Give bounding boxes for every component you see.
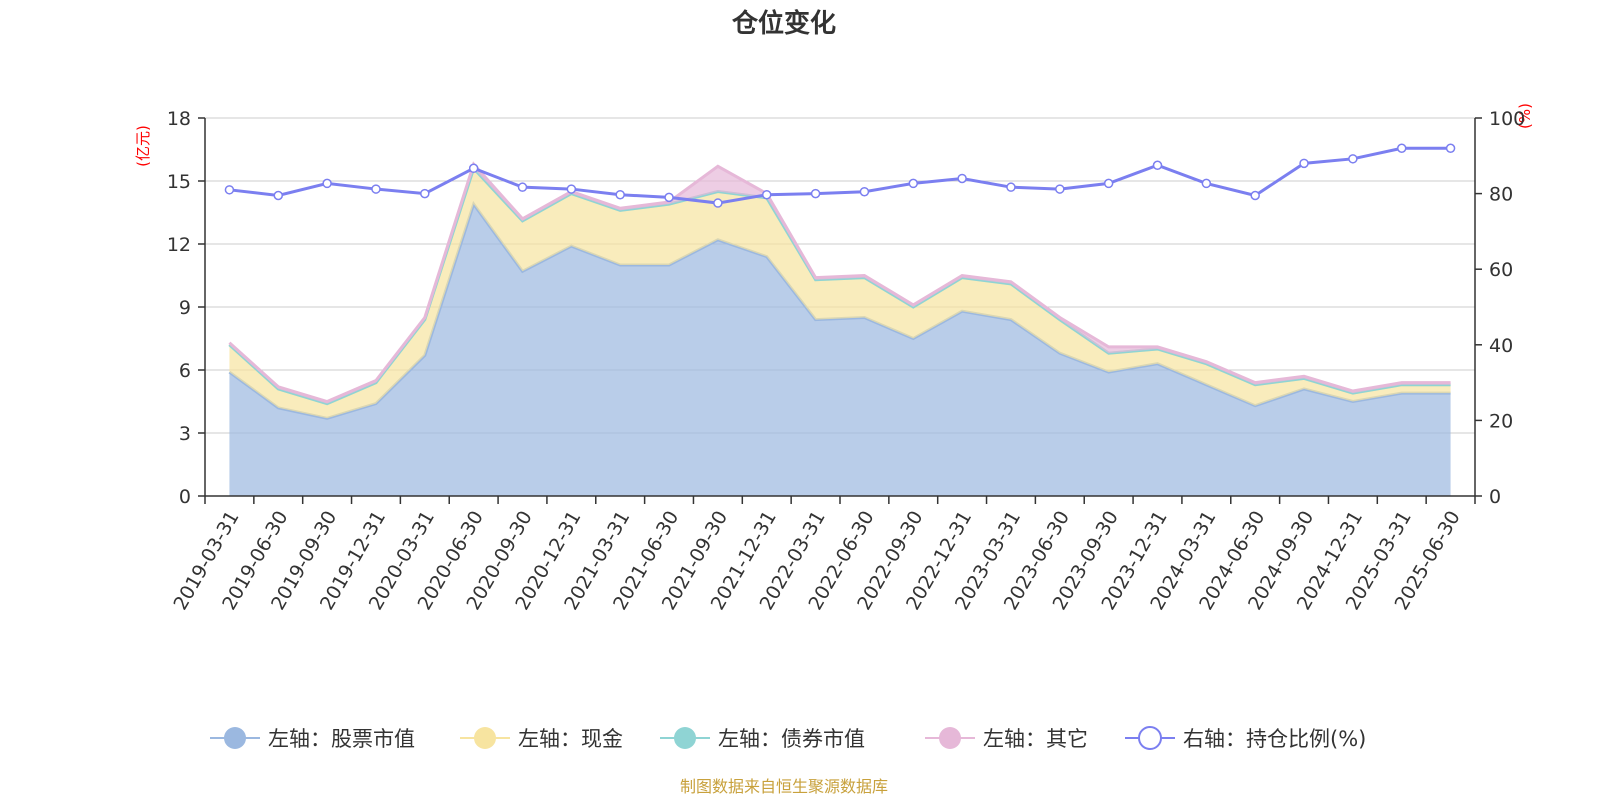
ratio-point <box>615 189 625 200</box>
right-tick-label: 80 <box>1489 184 1513 206</box>
ratio-point <box>322 178 332 189</box>
ratio-point <box>1396 143 1407 153</box>
area-edge-3 <box>228 161 1451 404</box>
ratio-point <box>468 163 479 174</box>
ratio-point <box>859 186 870 197</box>
ratio-point <box>1201 178 1212 189</box>
left-tick-label: 6 <box>179 360 191 382</box>
legend-label: 左轴：股票市值 <box>268 727 415 751</box>
right-tick-label: 40 <box>1489 335 1513 357</box>
legend-marker-icon <box>224 727 246 749</box>
left-tick-label: 9 <box>179 297 191 319</box>
area-0 <box>229 204 1451 496</box>
legend-item-3[interactable]: 左轴：其它 <box>925 727 1088 751</box>
left-tick-label: 15 <box>167 171 191 193</box>
ratio-point <box>908 178 919 189</box>
ratio-point <box>1348 154 1358 164</box>
legend[interactable]: 左轴：股票市值 左轴：现金 左轴：债券市值 左轴：其它 右轴：持仓比例(%) <box>210 726 1366 751</box>
legend-label: 左轴：债券市值 <box>718 727 865 751</box>
ratio-point <box>713 198 723 208</box>
ratio-point <box>1250 190 1260 201</box>
left-tick-label: 0 <box>179 486 191 508</box>
legend-label: 左轴：其它 <box>983 727 1088 751</box>
ratio-point <box>1299 158 1309 169</box>
right-axis-unit: (%) <box>1516 103 1534 129</box>
ratio-point <box>1103 178 1114 189</box>
left-tick-label: 18 <box>167 108 191 130</box>
legend-item-2[interactable]: 左轴：债券市值 <box>660 727 865 751</box>
ratio-point <box>957 173 967 184</box>
ratio-point <box>1445 143 1456 153</box>
left-tick-label: 3 <box>179 423 191 445</box>
chart-title: 仓位变化 <box>731 8 836 39</box>
legend-item-0[interactable]: 左轴：股票市值 <box>210 727 415 751</box>
ratio-point <box>224 185 235 195</box>
legend-marker-icon <box>939 727 961 749</box>
legend-item-4[interactable]: 右轴：持仓比例(%) <box>1125 726 1366 751</box>
source-note: 制图数据来自恒生聚源数据库 <box>680 777 888 796</box>
ratio-point <box>566 184 577 194</box>
right-tick-label: 0 <box>1489 486 1501 508</box>
right-tick-label: 100 <box>1489 108 1525 130</box>
ratio-point <box>1006 182 1016 192</box>
ratio-point <box>810 188 821 199</box>
left-axis-unit: (亿元) <box>134 125 152 167</box>
legend-label: 左轴：现金 <box>518 727 623 751</box>
ratio-point <box>761 189 772 200</box>
ratio-line-path <box>229 146 1451 205</box>
stacked-areas <box>228 161 1451 496</box>
ratio-point <box>420 188 430 199</box>
left-tick-label: 12 <box>167 234 191 256</box>
right-tick-label: 20 <box>1489 410 1513 432</box>
ratio-point <box>664 192 674 203</box>
ratio-point <box>273 190 284 201</box>
ratio-point <box>371 184 381 194</box>
ratio-point <box>1055 184 1065 194</box>
legend-marker-icon <box>474 727 496 749</box>
ratio-line <box>224 143 1456 208</box>
legend-marker-icon <box>674 727 696 749</box>
legend-item-1[interactable]: 左轴：现金 <box>460 727 623 751</box>
right-tick-label: 60 <box>1489 259 1513 281</box>
ratio-point <box>1152 160 1163 170</box>
legend-label: 右轴：持仓比例(%) <box>1183 727 1366 751</box>
area-1 <box>229 168 1451 419</box>
legend-marker-icon <box>1138 726 1162 750</box>
ratio-point <box>517 182 528 192</box>
